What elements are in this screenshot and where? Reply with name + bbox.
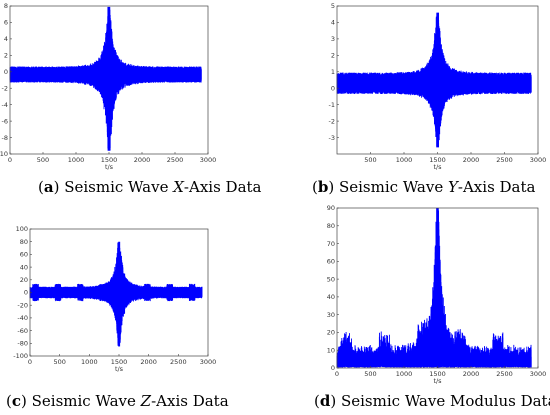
x-tick-label-d: 3000 <box>530 370 547 378</box>
y-tick-label-c: 60 <box>20 251 28 259</box>
x-tick-label-d: 1500 <box>429 370 446 378</box>
caption-c: (c) Seismic Wave Z-Axis Data <box>6 392 229 410</box>
x-tick-label-a: 2500 <box>167 156 184 164</box>
y-tick-label-d: 10 <box>327 346 335 354</box>
x-tick-label-c: 1000 <box>81 358 98 366</box>
chart-a: 0 500 1000 1500 2000 2500 3000 -10 -8 -6 -4 -2 0 2 4 6 8… <box>0 2 217 171</box>
x-tick-label-a: 1000 <box>68 156 85 164</box>
series-d-trace <box>336 208 532 368</box>
x-tick-label-c: 0 <box>28 358 32 366</box>
caption-d: (d) Seismic Wave Modulus Data <box>314 392 550 410</box>
y-tick-label-a: -2 <box>2 84 8 92</box>
x-tick-label-b: 1000 <box>396 156 413 164</box>
x-tick-label-c: 2000 <box>140 358 157 366</box>
y-tick-label-c: -60 <box>17 327 28 335</box>
chart-b: 500 1000 1500 2000 2500 3000 -3 -2 -1 0 1 2 3 4 5 t/s <box>329 2 547 171</box>
y-tick-label-b: -2 <box>329 117 335 125</box>
x-tick-label-d: 1000 <box>396 370 413 378</box>
y-tick-label-d: 20 <box>327 329 335 337</box>
series-d <box>336 208 532 368</box>
x-axis-label-d: t/s <box>433 377 442 385</box>
y-tick-label-a: 6 <box>4 19 8 27</box>
x-tick-label-d: 500 <box>364 370 376 378</box>
y-tick-label-c: -20 <box>17 301 28 309</box>
y-tick-label-a: 4 <box>4 35 8 43</box>
x-tick-label-a: 500 <box>37 156 49 164</box>
y-tick-label-c: -40 <box>17 314 28 322</box>
y-tick-label-b: -3 <box>329 134 335 142</box>
y-tick-label-c: -100 <box>13 352 28 360</box>
y-tick-label-d: 50 <box>327 275 335 283</box>
y-tick-label-d: 0 <box>331 364 335 372</box>
x-axis-label-b: t/s <box>433 163 442 171</box>
y-tick-label-b: 4 <box>331 19 335 27</box>
x-tick-label-a: 3000 <box>200 156 217 164</box>
x-tick-label-a: 2000 <box>134 156 151 164</box>
x-tick-label-c: 3000 <box>200 358 217 366</box>
y-tick-label-b: 2 <box>331 52 335 60</box>
y-tick-label-c: -80 <box>17 340 28 348</box>
x-tick-label-c: 500 <box>53 358 65 366</box>
chart-d: 0 500 1000 1500 2000 2500 3000 0 10 20 30 40 50 60 70 8… <box>327 204 547 385</box>
x-tick-label-b: 2500 <box>496 156 513 164</box>
y-tick-label-d: 30 <box>327 311 335 319</box>
y-tick-label-a: 2 <box>4 52 8 60</box>
x-axis-label-a: t/s <box>105 163 114 171</box>
y-tick-label-b: 1 <box>331 68 335 76</box>
y-tick-label-a: 8 <box>4 2 8 10</box>
y-tick-label-c: 20 <box>20 276 28 284</box>
y-tick-label-d: 70 <box>327 240 335 248</box>
caption-a: (a) Seismic Wave X-Axis Data <box>38 178 262 196</box>
y-tick-label-d: 40 <box>327 293 335 301</box>
y-tick-label-b: 0 <box>331 84 335 92</box>
y-tick-label-b: 3 <box>331 35 335 43</box>
y-tick-label-d: 90 <box>327 204 335 212</box>
y-tick-label-c: 80 <box>20 238 28 246</box>
x-tick-label-c: 2500 <box>170 358 187 366</box>
x-tick-label-b: 500 <box>364 156 376 164</box>
x-tick-label-c: 1500 <box>111 358 128 366</box>
x-tick-label-b: 1500 <box>429 156 446 164</box>
x-tick-label-b: 2000 <box>463 156 480 164</box>
y-tick-label-c: 0 <box>24 289 28 297</box>
y-tick-label-b: -1 <box>329 101 335 109</box>
y-tick-label-c: 40 <box>20 263 28 271</box>
y-tick-label-d: 60 <box>327 258 335 266</box>
x-tick-label-a: 0 <box>8 156 12 164</box>
x-axis-label-c: t/s <box>115 365 124 373</box>
y-tick-label-a: 0 <box>4 68 8 76</box>
x-tick-label-a: 1500 <box>101 156 118 164</box>
y-tick-label-a: -10 <box>0 150 8 158</box>
x-tick-label-d: 2000 <box>463 370 480 378</box>
chart-c: 0 500 1000 1500 2000 2500 3000-100-80-60-40-20… <box>13 225 217 373</box>
y-tick-label-d: 80 <box>327 222 335 230</box>
y-tick-label-a: -6 <box>2 117 8 125</box>
y-tick-label-b: 5 <box>331 2 335 10</box>
x-tick-label-d: 2500 <box>496 370 513 378</box>
x-tick-label-d: 0 <box>335 370 339 378</box>
caption-b: (b) Seismic Wave Y-Axis Data <box>312 178 536 196</box>
y-tick-label-a: -4 <box>2 101 8 109</box>
y-tick-label-c: 100 <box>16 225 28 233</box>
x-tick-label-b: 3000 <box>530 156 547 164</box>
y-tick-label-a: -8 <box>2 134 8 142</box>
